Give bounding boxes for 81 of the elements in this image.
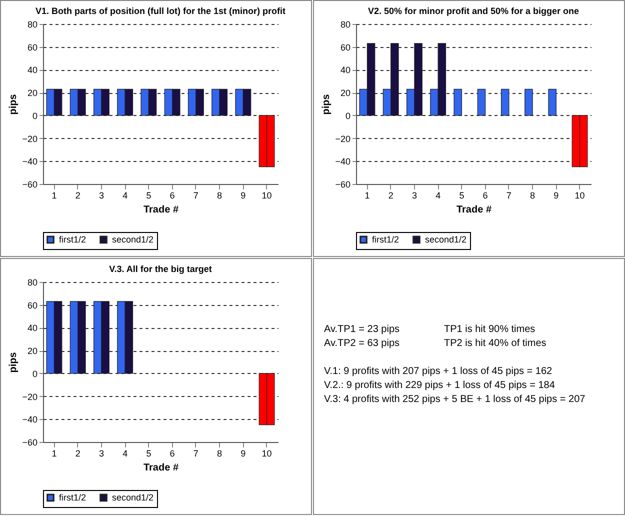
bar xyxy=(524,88,533,116)
x-tick-label: 5 xyxy=(146,190,152,200)
x-tick-label: 7 xyxy=(506,190,512,200)
x-tick-label: 2 xyxy=(75,448,80,458)
y-axis-title: pips xyxy=(8,352,20,373)
y-tick-label: 40 xyxy=(27,323,38,334)
x-tick-label: 10 xyxy=(574,190,585,200)
y-tick-label: 60 xyxy=(27,42,38,52)
x-tick-label: 10 xyxy=(262,190,272,200)
x-tick-label: 8 xyxy=(217,448,222,458)
y-tick-label: −40 xyxy=(22,414,38,425)
text: V.2.: 9 profits with 229 pips + 1 loss of 45 pips = 184 xyxy=(324,380,556,391)
y-tick-label: 20 xyxy=(340,88,350,98)
text: V.1: 9 profits with 207 pips + 1 loss of 45 pips = 162 xyxy=(324,366,553,377)
x-tick-label: 7 xyxy=(193,190,198,200)
text: Av.TP1 = 23 pips xyxy=(324,324,400,335)
y-tick-label: −60 xyxy=(22,180,38,190)
x-tick-label: 2 xyxy=(75,190,80,200)
x-tick-label: 4 xyxy=(122,448,128,458)
x-axis-title: Trade # xyxy=(456,204,492,216)
y-tick-label: 60 xyxy=(340,42,350,52)
legend-label: first1/2 xyxy=(59,234,86,245)
y-axis-title: pips xyxy=(321,94,332,115)
x-tick-label: 5 xyxy=(146,448,152,458)
x-tick-label: 3 xyxy=(412,190,417,200)
x-tick-label: 4 xyxy=(436,190,441,200)
legend-label: second1/2 xyxy=(425,234,467,245)
x-axis-title: Trade # xyxy=(143,462,179,474)
x-tick-label: 6 xyxy=(170,448,175,458)
y-axis-title: pips xyxy=(8,94,20,115)
text: V.3: 4 profits with 252 pips + 5 BE + 1 loss of 45 pips = 207 xyxy=(324,394,586,405)
chart-title: V1. Both parts of position (full lot) for the 1st (minor) profit xyxy=(36,6,286,16)
x-tick-label: 7 xyxy=(193,448,198,458)
x-tick-label: 9 xyxy=(554,190,559,200)
y-tick-label: 40 xyxy=(340,65,350,76)
x-tick-label: 9 xyxy=(240,448,246,458)
y-tick-label: −40 xyxy=(335,156,350,167)
bar xyxy=(454,88,462,116)
bar xyxy=(548,88,556,116)
chart-title: V.3. All for the big target xyxy=(109,264,212,274)
y-tick-label: 20 xyxy=(27,88,38,98)
x-tick-label: 2 xyxy=(388,190,394,200)
legend-label: second1/2 xyxy=(112,492,154,503)
x-tick-label: 1 xyxy=(364,190,370,200)
legend-label: first1/2 xyxy=(372,234,400,245)
y-tick-label: 20 xyxy=(27,346,38,356)
x-tick-label: 1 xyxy=(52,190,57,200)
x-tick-label: 8 xyxy=(530,190,536,200)
y-tick-label: 80 xyxy=(27,278,38,288)
y-tick-label: 40 xyxy=(27,65,38,76)
y-tick-label: −60 xyxy=(22,438,38,448)
y-tick-label: −20 xyxy=(22,392,38,402)
y-tick-label: 80 xyxy=(340,20,350,30)
x-tick-label: 1 xyxy=(52,448,57,458)
bar xyxy=(500,88,510,116)
text: TP2 is hit 40% of times xyxy=(444,338,546,349)
x-tick-label: 3 xyxy=(98,448,104,458)
chart-title: V2. 50% for minor profit and 50% for a bigger one xyxy=(368,6,580,16)
y-tick-label: 80 xyxy=(27,20,38,30)
bar xyxy=(477,88,486,116)
legend-label: first1/2 xyxy=(59,492,86,503)
x-tick-label: 5 xyxy=(459,190,464,200)
x-tick-label: 6 xyxy=(482,190,488,200)
x-tick-label: 9 xyxy=(240,190,246,200)
y-tick-label: −60 xyxy=(335,180,350,190)
y-tick-label: 0 xyxy=(32,368,38,379)
legend-label: second1/2 xyxy=(112,234,154,245)
x-tick-label: 6 xyxy=(170,190,175,200)
x-tick-label: 8 xyxy=(217,190,222,200)
y-tick-label: −20 xyxy=(335,134,350,144)
y-tick-label: 60 xyxy=(27,300,38,310)
x-axis-title: Trade # xyxy=(143,204,179,216)
y-tick-label: −40 xyxy=(22,156,38,167)
y-tick-label: 0 xyxy=(345,110,350,121)
text: Av.TP2 = 63 pips xyxy=(324,338,400,349)
y-tick-label: 0 xyxy=(32,110,38,121)
x-tick-label: 4 xyxy=(122,190,128,200)
x-tick-label: 3 xyxy=(98,190,104,200)
text: TP1 is hit 90% times xyxy=(444,324,536,335)
y-tick-label: −20 xyxy=(22,134,38,144)
x-tick-label: 10 xyxy=(262,448,272,458)
